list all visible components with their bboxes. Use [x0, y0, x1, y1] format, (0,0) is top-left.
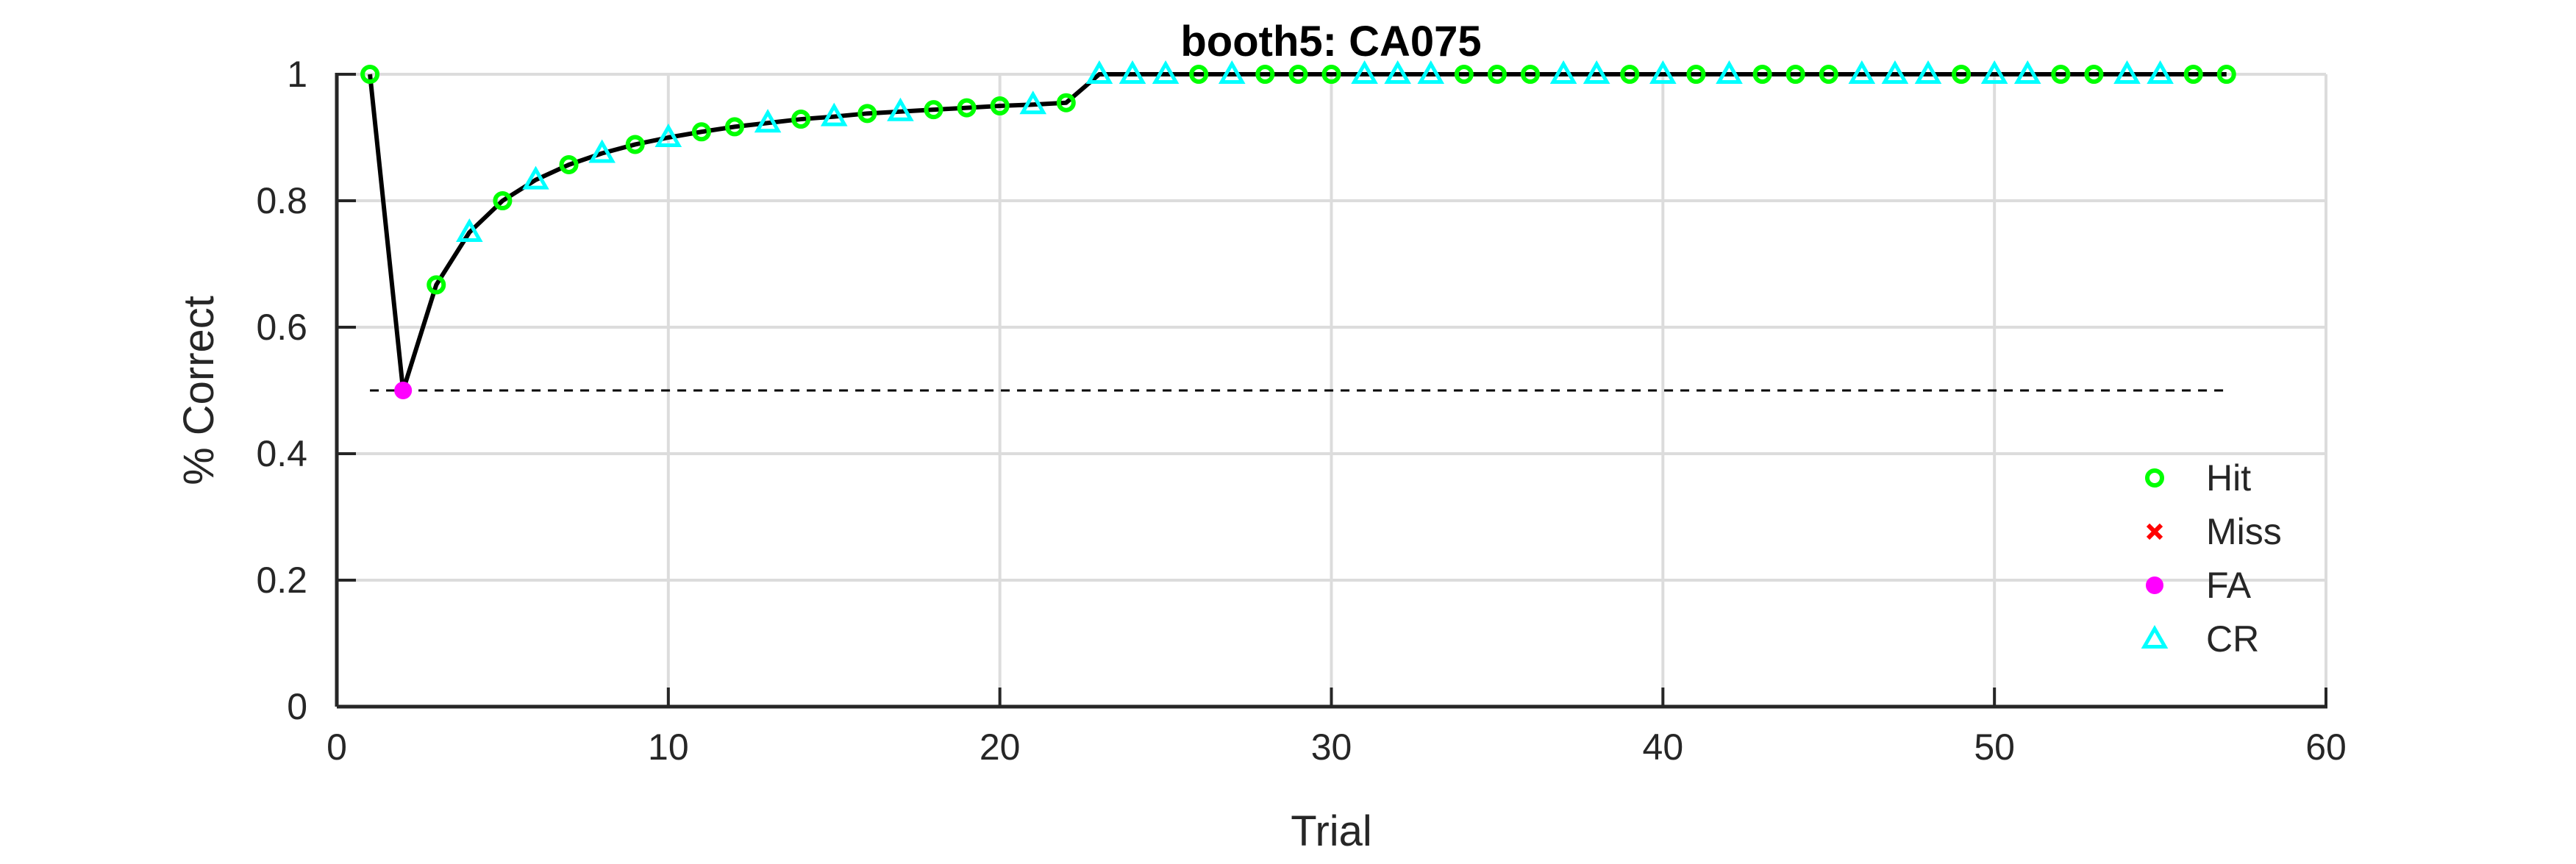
marker-hit	[1056, 93, 1076, 113]
marker-hit	[1620, 65, 1640, 84]
marker-hit	[559, 154, 579, 174]
y-tick-label: 0	[287, 686, 307, 727]
marker-hit	[1255, 65, 1275, 84]
axes: 0 10 20 30 40 50 60 0 0.2 0.4 0.6 0.8 1	[256, 54, 2346, 768]
marker-cr	[654, 123, 682, 147]
x-axis-title: Trial	[1291, 807, 1372, 855]
y-tick-label: 0.8	[256, 180, 307, 221]
marker-hit	[2183, 65, 2203, 84]
x-tick-label: 30	[1311, 726, 1352, 768]
marker-cr	[1384, 60, 1411, 84]
marker-hit	[1819, 65, 1838, 84]
marker-hit	[924, 100, 943, 120]
marker-hit	[1288, 65, 1308, 84]
y-tick-label: 0.4	[256, 433, 307, 474]
marker-cr	[1152, 60, 1180, 84]
marker-cr	[1549, 60, 1577, 84]
marker-cr	[1085, 60, 1113, 84]
marker-hit	[857, 104, 877, 124]
marker-hit	[725, 117, 744, 137]
marker-cr	[754, 109, 782, 133]
marker-hit	[791, 110, 811, 129]
marker-hit	[360, 65, 380, 84]
marker-cr	[2147, 60, 2174, 84]
marker-fa	[394, 382, 413, 399]
marker-hit	[1189, 65, 1209, 84]
marker-cr	[1019, 90, 1047, 115]
marker-cr	[456, 218, 483, 242]
marker-hit	[990, 96, 1010, 115]
marker-hit	[427, 275, 446, 295]
marker-hit	[1521, 65, 1540, 84]
y-tick-label: 0.2	[256, 560, 307, 601]
legend-label-cr: CR	[2206, 618, 2259, 660]
legend: Hit Miss FA CR	[2141, 457, 2282, 660]
marker-cr	[1118, 60, 1146, 84]
chart-title: booth5: CA075	[1180, 18, 1481, 65]
marker-hit	[691, 122, 711, 142]
marker-cr	[1716, 60, 1743, 84]
marker-cr	[887, 97, 914, 121]
marker-hit	[1686, 65, 1706, 84]
marker-cr	[1351, 60, 1378, 84]
marker-cr	[588, 139, 616, 163]
marker-cr	[1583, 60, 1610, 84]
marker-hit	[2216, 65, 2236, 84]
legend-marker-hit	[2145, 468, 2164, 488]
legend-marker-cr	[2141, 624, 2169, 649]
legend-marker-miss	[2146, 523, 2163, 540]
marker-hit	[1321, 65, 1341, 84]
y-axis-title: % Correct	[175, 296, 223, 485]
x-tick-label: 10	[648, 726, 689, 768]
marker-hit	[1952, 65, 1972, 84]
marker-cr	[2013, 60, 2041, 84]
legend-marker-fa	[2146, 576, 2163, 594]
x-tick-label: 0	[327, 726, 347, 768]
marker-cr	[820, 102, 848, 126]
marker-cr	[1881, 60, 1909, 84]
marker-cr	[1980, 60, 2008, 84]
marker-hit	[1454, 65, 1474, 84]
marker-cr	[2113, 60, 2141, 84]
marker-cr	[1417, 60, 1445, 84]
y-tick-label: 0.6	[256, 307, 307, 348]
marker-hit	[1487, 65, 1507, 84]
legend-label-hit: Hit	[2206, 457, 2251, 499]
series	[368, 72, 2227, 393]
performance-line	[368, 72, 2227, 393]
marker-hit	[957, 98, 977, 118]
marker-cr	[1848, 60, 1876, 84]
x-tick-label: 50	[1974, 726, 2015, 768]
marker-hit	[493, 191, 513, 210]
marker-cr	[522, 165, 549, 190]
marker-cr	[1914, 60, 1942, 84]
miss-stroke	[2146, 523, 2163, 540]
x-tick-label: 60	[2305, 726, 2347, 768]
y-tick-label: 1	[287, 54, 307, 95]
marker-hit	[625, 135, 645, 154]
marker-hit	[2051, 65, 2071, 84]
legend-label-fa: FA	[2206, 565, 2252, 606]
marker-hit	[1785, 65, 1805, 84]
x-tick-label: 40	[1643, 726, 1684, 768]
marker-cr	[1649, 60, 1677, 84]
marker-hit	[1752, 65, 1772, 84]
x-tick-label: 20	[980, 726, 1021, 768]
marker-hit	[2084, 65, 2104, 84]
marker-cr	[1218, 60, 1246, 84]
legend-label-miss: Miss	[2206, 511, 2282, 552]
markers	[360, 60, 2236, 399]
